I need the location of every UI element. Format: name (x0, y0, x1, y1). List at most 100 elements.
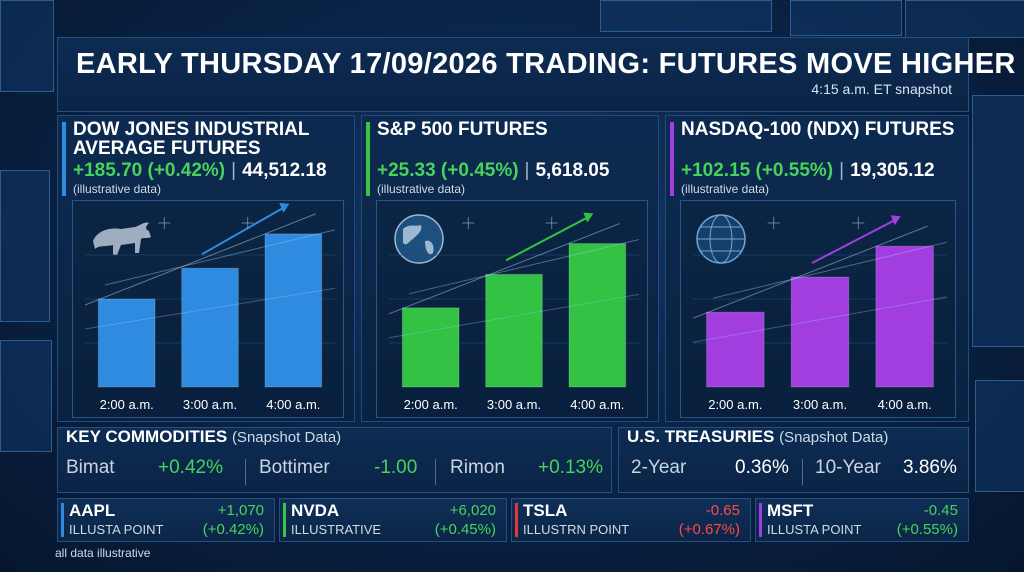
bar (568, 243, 627, 388)
chart-sp500: 2:00 a.m. 3:00 a.m. 4:00 a.m. (376, 200, 648, 418)
ticker-change: -0.65 (705, 502, 740, 519)
commodities-heading: KEY COMMODITIES (Snapshot Data) (66, 427, 341, 447)
bar (790, 276, 850, 388)
panel-quote: +25.33 (+0.45%) | 5,618.05 (377, 160, 609, 182)
treasury-yield: 3.86% (903, 457, 957, 478)
chart-svg-nasdaq: 2:00 a.m. 3:00 a.m. 4:00 a.m. (692, 214, 948, 412)
ticker-percent: (+0.55%) (896, 521, 958, 538)
trend-arrow-head (279, 202, 290, 213)
separator: | (231, 160, 237, 181)
x-tick-label: 2:00 a.m. (708, 397, 762, 412)
bull-icon (93, 222, 151, 255)
treasuries-subtitle: (Snapshot Data) (779, 429, 889, 446)
trend-arrow-head (890, 215, 901, 226)
commodity-value: -1.00 (374, 457, 418, 478)
bar (401, 307, 460, 388)
ticker-accent (515, 503, 518, 537)
panel-level: 44,512.18 (242, 160, 327, 181)
trend-line (692, 296, 948, 343)
ticker-symbol: AAPL (69, 501, 116, 520)
globe-icon (394, 214, 444, 264)
commodity-value: +0.42% (158, 457, 223, 478)
trend-line (104, 229, 336, 286)
bar (181, 267, 239, 388)
commodity-name: Bimat (66, 457, 115, 478)
bar (485, 273, 543, 388)
futures-panel-dow: DOW JONES INDUSTRIAL AVERAGE FUTURES +18… (57, 115, 355, 422)
commodity-name: Rimon (450, 457, 505, 478)
ticker-symbol: MSFT (767, 501, 814, 520)
background-screen (972, 95, 1024, 347)
panel-note: (illustrative data) (681, 182, 770, 196)
ticker-percent: (+0.67%) (678, 521, 740, 538)
x-tick-label: 4:00 a.m. (266, 397, 320, 412)
separator: | (524, 160, 530, 181)
commodity-value: +0.13% (538, 457, 603, 478)
separator: | (839, 160, 845, 181)
panel-accent (366, 122, 370, 196)
x-tick-label: 4:00 a.m. (570, 397, 624, 412)
trend-line (408, 239, 640, 295)
ticker-label: ILLUSTRATIVE (291, 522, 382, 537)
treasury-name: 10-Year (815, 457, 881, 478)
commodities-strip: KEY COMMODITIES (Snapshot Data) Bimat +0… (57, 427, 612, 493)
x-tick-label: 2:00 a.m. (404, 397, 458, 412)
chart-svg-dow: 2:00 a.m. 3:00 a.m. 4:00 a.m. (84, 202, 336, 412)
ticker-symbol: NVDA (291, 501, 340, 520)
commodity-name: Bottimer (259, 457, 330, 478)
treasuries-heading: U.S. TREASURIES (Snapshot Data) (627, 427, 888, 447)
x-tick-label: 3:00 a.m. (793, 397, 847, 412)
treasuries-title: U.S. TREASURIES (627, 427, 775, 446)
ticker-change: -0.45 (923, 502, 958, 519)
treasuries-strip: U.S. TREASURIES (Snapshot Data) 2-Year 0… (618, 427, 969, 493)
commodities-title: KEY COMMODITIES (66, 427, 228, 446)
ticker-nvda[interactable]: NVDA ILLUSTRATIVE +6,020 (+0.45%) (279, 498, 507, 542)
ticker-tsla[interactable]: TSLA ILLUSTRN POINT -0.65 (+0.67%) (511, 498, 751, 542)
divider (245, 459, 246, 485)
background-screen (0, 170, 50, 322)
panel-title: DOW JONES INDUSTRIAL AVERAGE FUTURES (73, 119, 310, 159)
ticker-msft[interactable]: MSFT ILLUSTA POINT -0.45 (+0.55%) (755, 498, 969, 542)
panel-accent (62, 122, 66, 196)
ticker-accent (61, 503, 64, 537)
x-tick-label: 4:00 a.m. (878, 397, 932, 412)
ticker-percent: (+0.45%) (434, 521, 496, 538)
trend-line (84, 287, 336, 330)
divider (802, 459, 803, 485)
ticker-accent (759, 503, 762, 537)
x-tick-label: 3:00 a.m. (487, 397, 541, 412)
panel-quote: +102.15 (+0.55%) | 19,305.12 (681, 160, 935, 182)
background-screen (0, 0, 54, 92)
trend-arrow (505, 216, 588, 262)
x-tick-label: 3:00 a.m. (183, 397, 237, 412)
panel-change: +25.33 (+0.45%) (377, 160, 519, 181)
panel-accent (670, 122, 674, 196)
chart-svg-sp500: 2:00 a.m. 3:00 a.m. 4:00 a.m. (388, 212, 640, 412)
trend-line (388, 293, 640, 339)
panel-level: 19,305.12 (850, 160, 935, 181)
trend-line (712, 241, 948, 299)
x-tick-label: 2:00 a.m. (100, 397, 154, 412)
trend-arrow (201, 207, 284, 256)
page-subtitle: 4:15 a.m. ET snapshot (811, 81, 952, 97)
panel-level: 5,618.05 (535, 160, 610, 181)
commodities-subtitle: (Snapshot Data) (231, 429, 342, 446)
footer-note: all data illustrative (55, 546, 151, 560)
bar (97, 298, 156, 388)
background-screen (905, 0, 1024, 38)
panel-title: NASDAQ-100 (NDX) FUTURES (681, 119, 955, 140)
treasury-name: 2-Year (631, 457, 687, 478)
ticker-label: ILLUSTA POINT (767, 522, 862, 537)
ticker-aapl[interactable]: AAPL ILLUSTA POINT +1,070 (+0.42%) (57, 498, 275, 542)
ticker-change: +1,070 (217, 502, 264, 519)
ticker-accent (283, 503, 286, 537)
background-screen (975, 380, 1024, 492)
background-screen (600, 0, 772, 32)
chart-nasdaq: 2:00 a.m. 3:00 a.m. 4:00 a.m. (680, 200, 956, 418)
page-title: EARLY THURSDAY 17/09/2026 TRADING: FUTUR… (76, 48, 1016, 80)
trend-line (388, 223, 620, 315)
futures-panel-nasdaq: NASDAQ-100 (NDX) FUTURES +102.15 (+0.55%… (665, 115, 969, 422)
panel-note: (illustrative data) (73, 182, 162, 196)
bar (875, 245, 934, 388)
ticker-change: +6,020 (449, 502, 496, 519)
